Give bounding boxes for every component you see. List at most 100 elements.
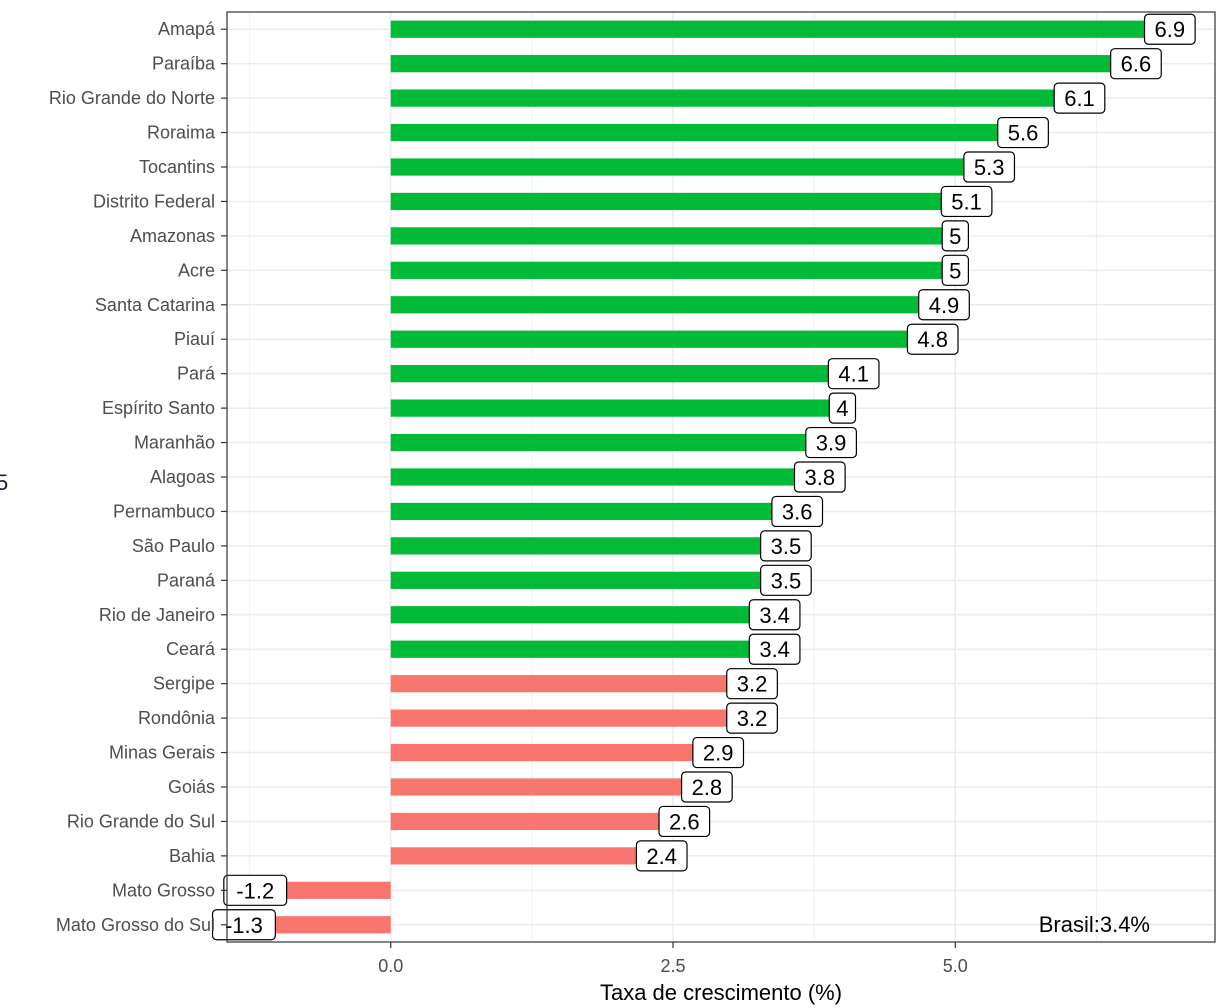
data-label-text: 5.6	[1008, 121, 1039, 146]
data-label-text: 3.5	[771, 534, 802, 559]
y-tick-label: Distrito Federal	[93, 191, 215, 211]
data-label: 2.8	[680, 771, 733, 803]
bar	[243, 916, 391, 934]
data-label-text: 4.9	[929, 293, 960, 318]
y-tick-label: Paraná	[157, 570, 216, 590]
data-label-text: 6.6	[1121, 52, 1152, 77]
x-axis-title: Taxa de crescimento (%)	[600, 980, 842, 1005]
data-label-box	[692, 736, 745, 769]
data-label: 3.4	[748, 599, 801, 631]
data-label: 5	[941, 254, 969, 286]
y-tick-label: Alagoas	[150, 467, 215, 487]
y-tick-label: Roraima	[147, 123, 216, 143]
bar	[390, 158, 990, 176]
data-label-text: 4.8	[917, 327, 948, 352]
bar	[390, 89, 1080, 107]
y-tick-label: Maranhão	[134, 433, 215, 453]
bar	[390, 778, 707, 796]
y-tick-label: Pará	[177, 364, 216, 384]
y-tick-label: Rio de Janeiro	[99, 605, 215, 625]
bar	[390, 709, 753, 727]
data-label: 2.4	[635, 840, 688, 872]
data-label-box	[760, 564, 812, 596]
data-label-text: 3.4	[759, 637, 790, 662]
bar	[390, 227, 956, 245]
data-label-text: 5.3	[974, 155, 1005, 180]
data-label: 3.8	[793, 461, 846, 493]
y-tick-label: Tocantins	[139, 157, 215, 177]
data-label-box	[941, 220, 969, 252]
data-label-box	[805, 426, 857, 459]
data-label: 6.9	[1143, 13, 1196, 45]
bar	[390, 192, 967, 211]
data-label-text: -1.2	[236, 878, 274, 903]
data-label: 2.6	[658, 805, 711, 838]
data-label-box	[1053, 82, 1106, 114]
data-label: 4.1	[827, 358, 880, 390]
data-label: 3.2	[726, 702, 778, 734]
data-label-text: 2.4	[646, 844, 677, 869]
data-label-box	[918, 289, 970, 321]
data-label-box	[211, 909, 276, 941]
data-label: 3.6	[771, 495, 824, 528]
data-label-box	[748, 633, 801, 665]
y-tick-label: Rondônia	[138, 708, 216, 728]
data-label-text: 3.5	[771, 568, 802, 593]
data-label: 4.8	[906, 323, 959, 355]
data-label-text: 6.1	[1064, 86, 1095, 111]
data-label: 5.1	[940, 185, 993, 218]
bar	[390, 847, 662, 865]
y-tick-label: Rio Grande do Sul	[67, 811, 215, 831]
data-label-box	[940, 185, 993, 218]
bar	[390, 20, 1170, 38]
data-label-box	[1143, 13, 1196, 45]
y-tick-label: Rio Grande do Norte	[49, 88, 215, 108]
x-tick-label: 2.5	[660, 956, 685, 976]
data-label-box	[771, 495, 824, 528]
data-label: 3.5	[760, 530, 812, 562]
y-tick-label: Amapá	[158, 19, 216, 39]
y-tick-label: Ceará	[166, 639, 216, 659]
bar	[390, 330, 933, 348]
data-label-box	[748, 599, 801, 631]
data-label-text: 5.1	[951, 189, 982, 214]
data-label-box	[793, 461, 846, 493]
bar	[390, 468, 820, 486]
bar	[390, 640, 775, 658]
data-label: 5	[941, 220, 969, 252]
data-label-text: 5	[949, 224, 961, 249]
data-label: 4	[828, 392, 857, 424]
y-tick-label: Acre	[178, 260, 215, 280]
y-tick-label: Piauí	[174, 329, 215, 349]
y-tick-label: Amazonas	[130, 226, 215, 246]
bar	[390, 365, 854, 383]
data-label-box	[680, 771, 733, 803]
y-tick-label: Minas Gerais	[109, 743, 215, 763]
data-label: 6.1	[1053, 82, 1106, 114]
y-axis: Amapá Paraíba Rio Grande do Norte Roraima To…	[49, 19, 227, 935]
data-label-box	[726, 702, 778, 734]
data-label-box	[963, 151, 1016, 183]
data-label-text: 6.9	[1155, 17, 1186, 42]
y-tick-label: Espírito Santo	[102, 398, 215, 418]
bar	[390, 433, 832, 452]
y-tick-label: Mato Grosso	[112, 880, 215, 900]
data-label: -1.3	[211, 909, 276, 941]
data-label-box	[760, 530, 812, 562]
y-tick-label: São Paulo	[132, 536, 215, 556]
data-label-box	[997, 116, 1049, 149]
y-tick-label: Paraíba	[152, 54, 216, 74]
data-labels: 6.96.6 6.1 5.65.3 5.1 5 5 4.9 4.8 4.1 4 3.9 3.8 3.6 3…	[211, 13, 1196, 941]
data-label: 3.2	[726, 668, 778, 700]
y-tick-label: Goiás	[168, 777, 215, 797]
y-tick-label: Pernambuco	[113, 501, 215, 521]
data-label-text: 3.6	[782, 499, 813, 524]
data-label-text: 3.9	[816, 431, 847, 456]
data-label-box	[827, 358, 880, 390]
data-label: 2.9	[692, 736, 745, 769]
bar	[390, 296, 945, 314]
x-tick-label: 5.0	[943, 956, 968, 976]
bars	[243, 20, 1170, 934]
data-label-box	[828, 392, 857, 424]
